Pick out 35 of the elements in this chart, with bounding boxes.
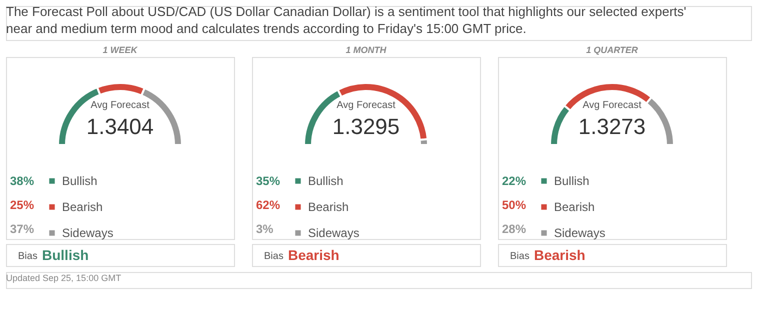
text: Avg Forecast bbox=[582, 100, 642, 111]
text: 1.3295 bbox=[332, 114, 400, 139]
legend-label: Bearish bbox=[62, 200, 103, 214]
text: 1.3273 bbox=[578, 114, 646, 139]
legend-label: Bullish bbox=[308, 174, 344, 188]
legend-label: Sideways bbox=[308, 226, 360, 240]
legend-label: Bearish bbox=[554, 200, 595, 214]
data-label: 50% bbox=[502, 198, 526, 212]
data-label: 62% bbox=[256, 198, 280, 212]
data-label: 28% bbox=[502, 222, 526, 236]
text: Bearish bbox=[288, 247, 340, 263]
chart-title: 1 QUARTER bbox=[586, 45, 638, 55]
data-label: 22% bbox=[502, 174, 526, 188]
legend-label: Bullish bbox=[62, 174, 98, 188]
data-label: 38% bbox=[10, 174, 34, 188]
text: The Forecast Poll about USD/CAD (US Dollar Canadian Dollar) is a sentiment tool that highlights our selected experts' near and medium term mood and calculates trends according to Friday's 15:00 GMT price. bbox=[6, 4, 686, 36]
text: Updated Sep 25, 15:00 GMT bbox=[6, 273, 122, 283]
chart-title: 1 MONTH bbox=[346, 45, 387, 55]
text: Bias bbox=[264, 251, 284, 262]
data-label: 25% bbox=[10, 198, 34, 212]
chart-title: 1 WEEK bbox=[102, 45, 139, 55]
legend-label: Sideways bbox=[62, 226, 114, 240]
data-label: 3% bbox=[256, 222, 274, 236]
legend-label: Bullish bbox=[554, 174, 590, 188]
text: Bias bbox=[18, 251, 38, 262]
text: Bias bbox=[510, 251, 530, 262]
legend-label: Sideways bbox=[554, 226, 606, 240]
text: Bullish bbox=[42, 247, 89, 263]
text: Avg Forecast bbox=[90, 100, 150, 111]
data-label: 37% bbox=[10, 222, 34, 236]
legend-label: Bearish bbox=[308, 200, 349, 214]
text: Bearish bbox=[534, 247, 586, 263]
data-label: 35% bbox=[256, 174, 280, 188]
text: 1.3404 bbox=[86, 114, 154, 139]
text: Avg Forecast bbox=[336, 100, 396, 111]
